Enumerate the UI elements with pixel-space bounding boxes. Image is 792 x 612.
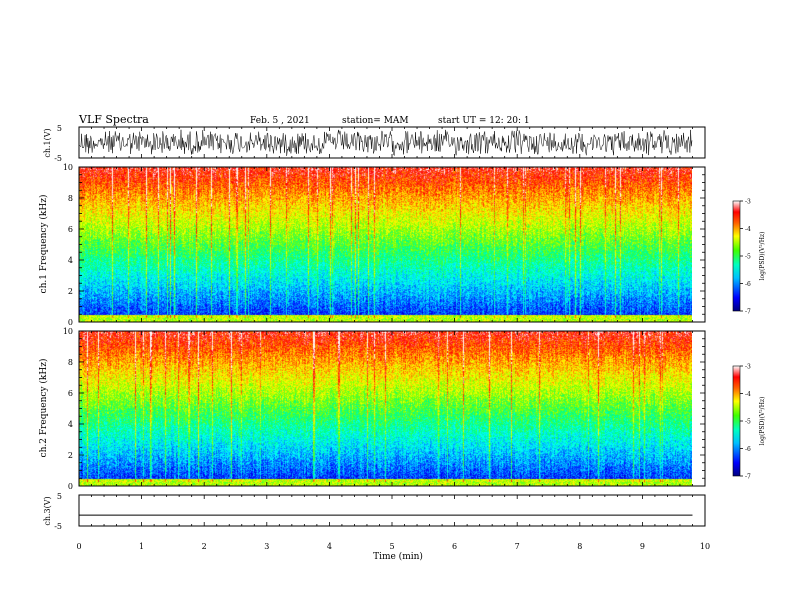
waveform-ch3-panel: 5 -5 ch.3(V) bbox=[43, 492, 706, 531]
colorbar-tick-label: -7 bbox=[745, 309, 751, 316]
spectrogram-ch1-panel: 0 2 4 6 8 10 ch.1 Frequency (kHz) bbox=[38, 163, 706, 327]
x-tick-label: 6 bbox=[452, 542, 457, 551]
colorbar-ch2-ticks: -3 -4 -5 -6 -7 bbox=[740, 364, 751, 481]
x-tick-label: 4 bbox=[327, 542, 332, 551]
ch3-wave-ylabel: ch.3(V) bbox=[43, 496, 52, 525]
y-tick-label: 4 bbox=[68, 256, 73, 265]
waveform-ch1-trace bbox=[79, 129, 693, 157]
y-tick-label: 4 bbox=[68, 420, 73, 429]
spectrogram-ch1-ylabel-text: ch.1 Frequency (kHz) bbox=[38, 195, 49, 294]
waveform-ch1-panel: 5 -5 ch.1(V) bbox=[43, 124, 706, 163]
x-tick-label: 8 bbox=[577, 542, 582, 551]
y-tick-label: 0 bbox=[68, 482, 73, 491]
ch1-wave-ylabel: ch.1(V) bbox=[43, 128, 52, 157]
colorbar-ch1: -3 -4 -5 -6 -7 log(PSD)(V²/Hz) bbox=[732, 199, 766, 316]
spectrogram-ch2-image bbox=[79, 331, 692, 486]
chart-title: VLF Spectra bbox=[78, 113, 149, 126]
x-tick-label: 9 bbox=[640, 542, 645, 551]
colorbar-ch1-label: log(PSD)(V²/Hz) bbox=[759, 232, 766, 281]
y-tick-label: 8 bbox=[68, 194, 73, 203]
spectrogram-raster bbox=[79, 331, 692, 486]
x-axis-tick-labels: 0 1 2 3 4 5 6 7 8 9 10 bbox=[76, 542, 710, 551]
y-tick-label: 8 bbox=[68, 358, 73, 367]
y-tick-label: 10 bbox=[63, 327, 73, 336]
y-tick-label: 10 bbox=[63, 163, 73, 172]
colorbar-tick-label: -5 bbox=[745, 254, 751, 261]
spectrogram-ch1-ylabel: ch.1 Frequency (kHz) bbox=[38, 195, 49, 294]
x-axis-ticks bbox=[78, 127, 706, 526]
colorbar-ch2-label: log(PSD)(V²/Hz) bbox=[759, 397, 766, 446]
colorbar-ch2: -3 -4 -5 -6 -7 log(PSD)(V²/Hz) bbox=[732, 364, 766, 481]
spectrogram-ch2-ylabel: ch.2 Frequency (kHz) bbox=[38, 359, 49, 458]
y-tick-label: 0 bbox=[68, 318, 73, 327]
colorbar-tick-label: -3 bbox=[745, 199, 751, 206]
ch3-ytick-top: 5 bbox=[57, 492, 62, 501]
colorbar-tick-label: -7 bbox=[745, 474, 751, 481]
colorbar-tick-label: -4 bbox=[745, 226, 751, 233]
x-tick-label: 10 bbox=[700, 542, 710, 551]
x-tick-label: 0 bbox=[76, 542, 81, 551]
x-tick-label: 2 bbox=[202, 542, 207, 551]
x-tick-label: 1 bbox=[139, 542, 144, 551]
y-tick-label: 6 bbox=[68, 225, 73, 234]
start-time-label: start UT = 12: 20: 1 bbox=[438, 116, 530, 126]
colorbar-tick-label: -4 bbox=[745, 391, 751, 398]
colorbar-tick-label: -6 bbox=[745, 281, 751, 288]
y-tick-label: 2 bbox=[68, 451, 73, 460]
colorbar-tick-label: -6 bbox=[745, 446, 751, 453]
station-label: station= MAM bbox=[342, 116, 409, 126]
colorbar-ch1-gradient bbox=[732, 200, 741, 312]
date-label: Feb. 5 , 2021 bbox=[250, 116, 310, 126]
ch1-ytick-top: 5 bbox=[57, 124, 62, 133]
colorbar-tick-label: -5 bbox=[745, 419, 751, 426]
spectrogram-ch2-panel: 0 2 4 6 8 10 ch.2 Frequency (kHz) bbox=[38, 327, 706, 491]
spectrogram-raster bbox=[79, 167, 692, 322]
spectrogram-ch2-ylabel-text: ch.2 Frequency (kHz) bbox=[38, 359, 49, 458]
ch3-ytick-bottom: -5 bbox=[54, 522, 62, 531]
x-axis-label: Time (min) bbox=[373, 551, 423, 562]
y-tick-label: 2 bbox=[68, 287, 73, 296]
colorbar-tick-label: -3 bbox=[745, 364, 751, 371]
waveform-ch1-path bbox=[79, 129, 693, 157]
x-tick-label: 5 bbox=[389, 542, 394, 551]
spectrogram-ch2-yticks: 0 2 4 6 8 10 bbox=[63, 327, 705, 491]
spectrogram-ch1-image bbox=[79, 167, 692, 322]
spectrogram-ch1-yticks: 0 2 4 6 8 10 bbox=[63, 163, 705, 327]
colorbar-ch1-ticks: -3 -4 -5 -6 -7 bbox=[740, 199, 751, 316]
waveform-ch3-frame bbox=[78, 494, 706, 527]
ch1-ytick-bottom: -5 bbox=[54, 154, 62, 163]
x-tick-label: 7 bbox=[515, 542, 520, 551]
colorbar-ch2-gradient bbox=[732, 365, 741, 477]
y-tick-label: 6 bbox=[68, 389, 73, 398]
x-tick-label: 3 bbox=[264, 542, 269, 551]
